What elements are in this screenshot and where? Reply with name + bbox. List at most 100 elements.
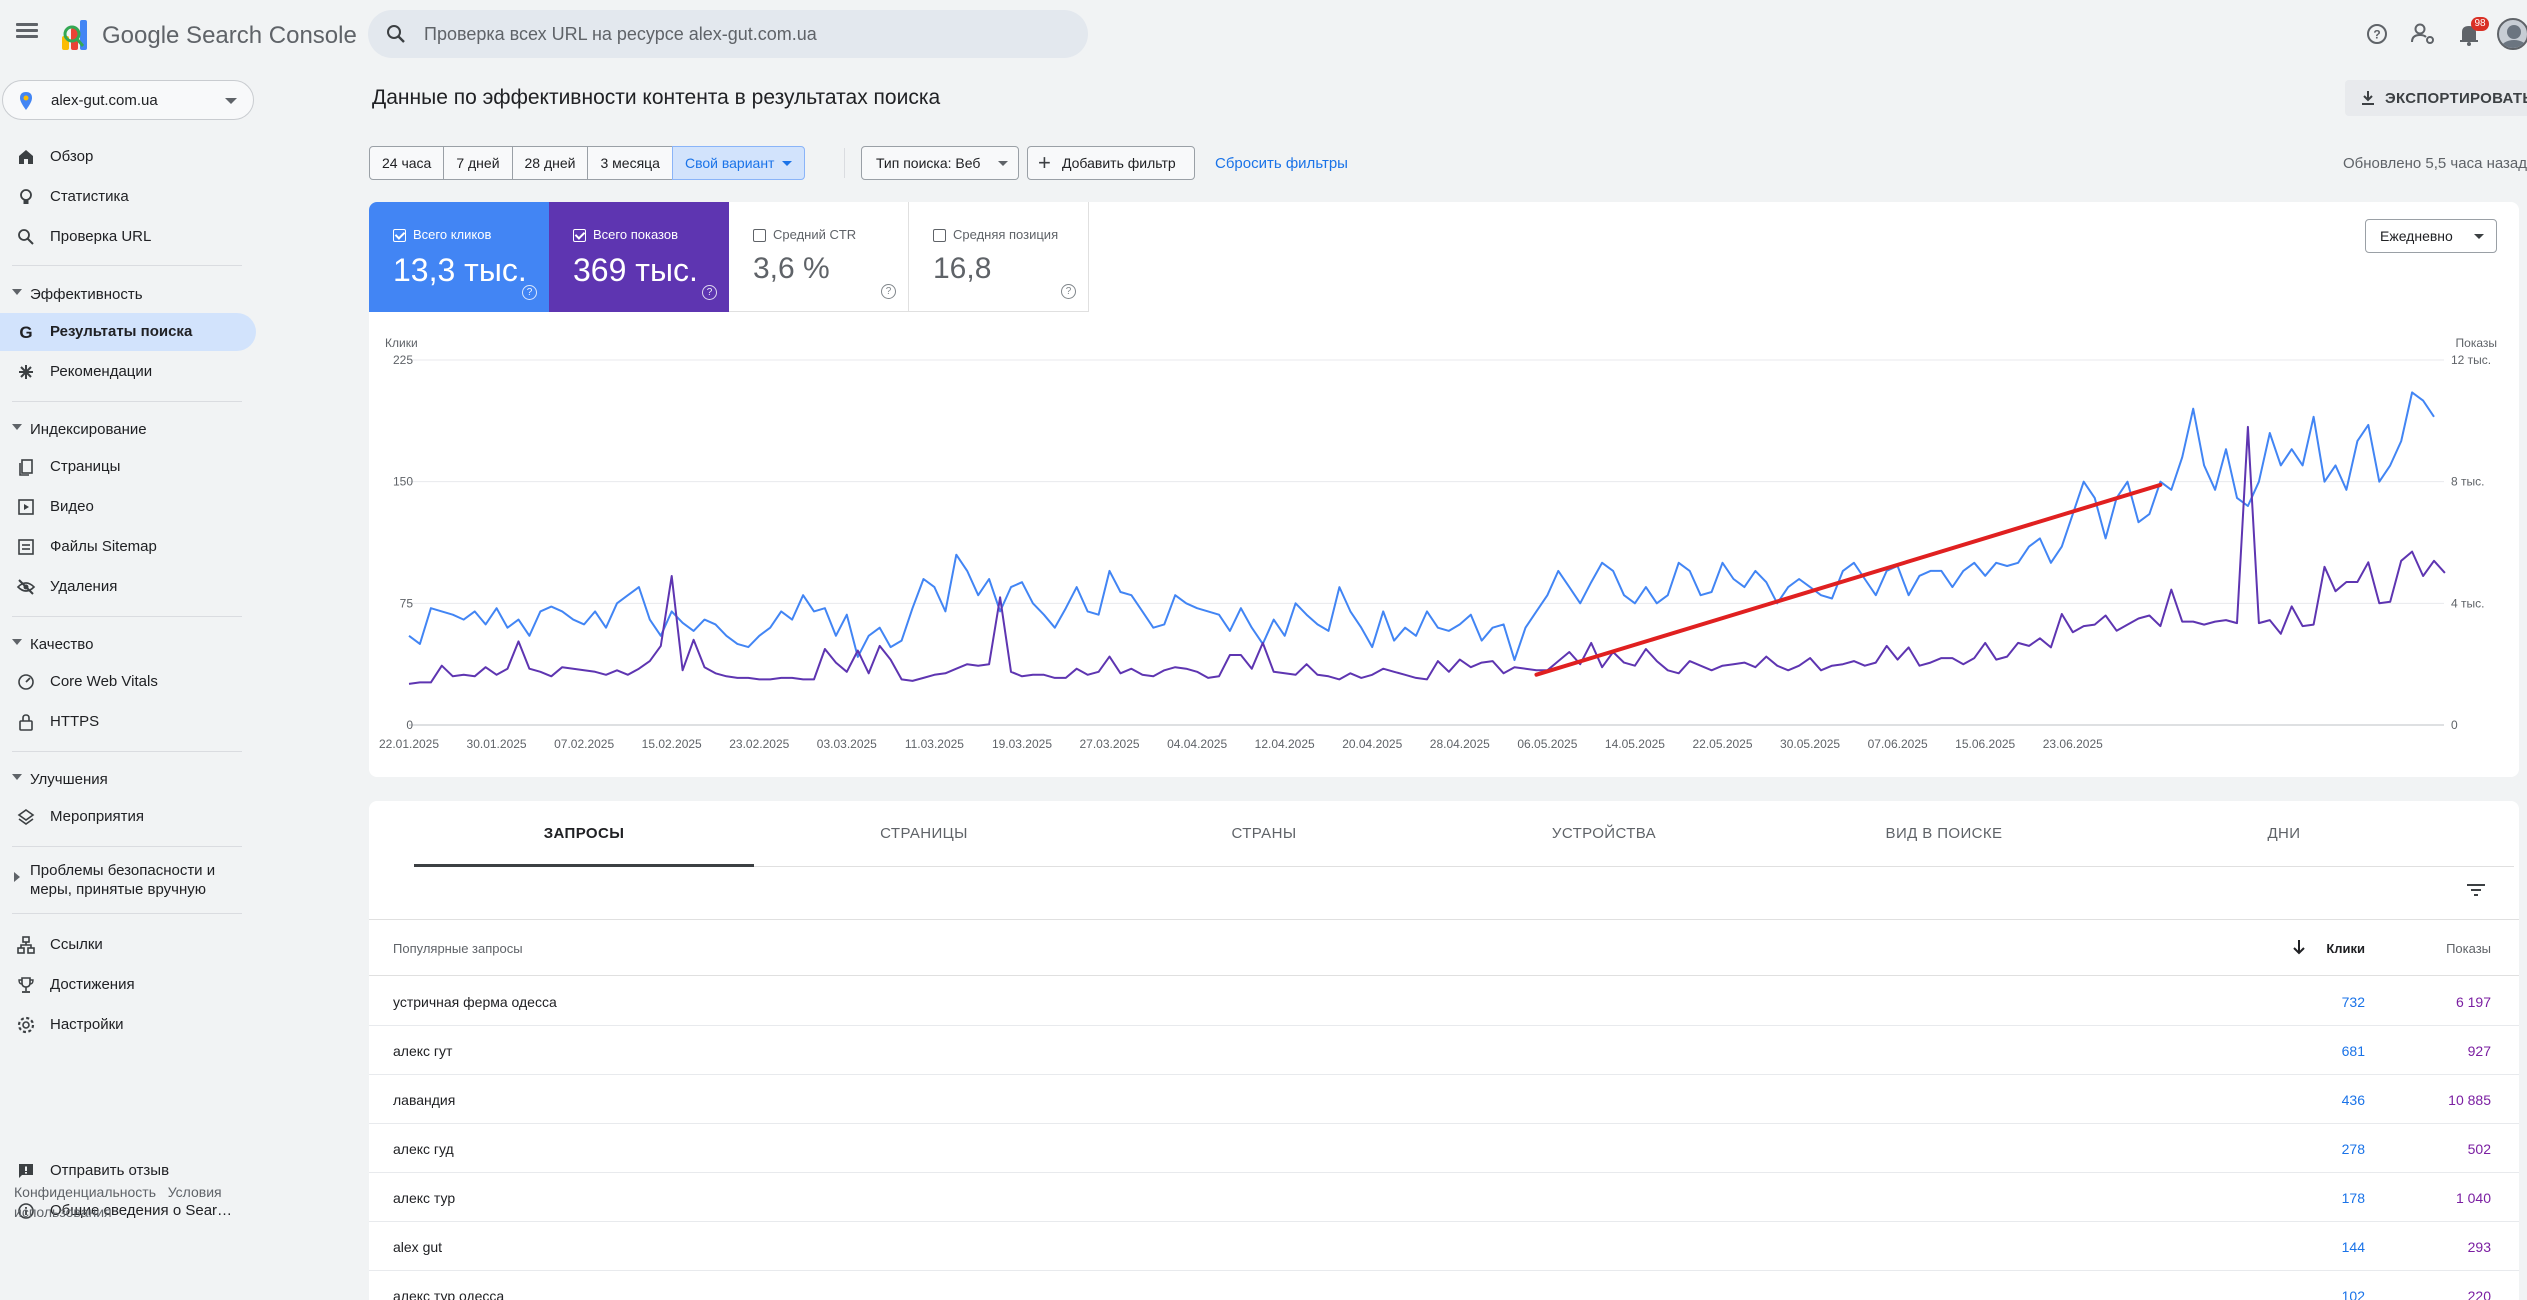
impressions-cell: 6 197	[2455, 994, 2491, 1010]
tab-days[interactable]: ДНИ	[2267, 825, 2301, 842]
sidebar-item-label: Удаления	[50, 578, 118, 595]
column-header-queries[interactable]: Популярные запросы	[393, 941, 523, 956]
help-icon[interactable]: ?	[522, 285, 537, 300]
range-24h[interactable]: 24 часа	[369, 146, 445, 180]
granularity-dropdown[interactable]: Ежедневно	[2365, 219, 2497, 253]
table-row[interactable]: алекс тур одесса 102 220	[369, 1271, 2519, 1300]
clicks-cell: 436	[2341, 1092, 2365, 1108]
sidebar-item-achievements[interactable]: Достижения	[0, 966, 256, 1004]
sidebar-section-enhancements[interactable]: Улучшения	[0, 763, 256, 793]
impressions-cell: 220	[2467, 1288, 2491, 1300]
checkbox-checked-icon	[393, 229, 406, 242]
avatar[interactable]	[2497, 18, 2527, 50]
impressions-cell: 927	[2467, 1043, 2491, 1059]
x-tick-label: 20.04.2025	[1342, 737, 1402, 751]
sidebar-section-indexing[interactable]: Индексирование	[0, 413, 256, 443]
sidebar-item-video[interactable]: Видео	[0, 488, 256, 526]
feedback-icon	[19, 1164, 33, 1178]
tab-pages[interactable]: СТРАНИЦЫ	[880, 825, 968, 842]
layers-icon	[17, 809, 35, 825]
tab-countries[interactable]: СТРАНЫ	[1231, 825, 1297, 842]
sidebar-divider	[12, 846, 242, 847]
sidebar-item-about[interactable]: Общие сведения о Sear…	[0, 1192, 256, 1230]
reset-filters-link[interactable]: Сбросить фильтры	[1215, 155, 1348, 172]
notification-count-badge: 98	[2471, 17, 2489, 31]
metric-total-clicks[interactable]: Всего кликов 13,3 тыс. ?	[369, 202, 549, 312]
metric-label: Всего кликов	[413, 227, 492, 242]
sidebar-item-core-web-vitals[interactable]: Core Web Vitals	[0, 663, 256, 701]
table-row[interactable]: алекс гут 681 927	[369, 1026, 2519, 1075]
property-selector[interactable]: alex-gut.com.ua	[2, 80, 254, 120]
filter-rows-icon[interactable]	[2463, 877, 2489, 903]
table-row[interactable]: alex gut 144 293	[369, 1222, 2519, 1271]
sidebar-item-search-results[interactable]: G Результаты поиска	[0, 313, 256, 351]
sidebar-item-url-inspection[interactable]: Проверка URL	[0, 218, 256, 256]
clicks-cell: 178	[2341, 1190, 2365, 1206]
section-label: Проблемы безопасности и меры, принятые в…	[30, 862, 216, 898]
app-title: Google Search Console	[102, 22, 357, 49]
sidebar-item-label: Core Web Vitals	[50, 673, 158, 690]
sidebar-item-settings[interactable]: Настройки	[0, 1006, 256, 1044]
export-button[interactable]: ЭКСПОРТИРОВАТЬ	[2345, 80, 2527, 116]
series-line-impressions	[408, 425, 2446, 685]
sidebar-item-sitemaps[interactable]: Файлы Sitemap	[0, 528, 256, 566]
export-label: ЭКСПОРТИРОВАТЬ	[2385, 90, 2527, 107]
x-tick-label: 28.04.2025	[1430, 737, 1490, 751]
sidebar-item-label: Настройки	[50, 1016, 124, 1033]
column-header-clicks[interactable]: Клики	[2326, 941, 2365, 956]
info-icon	[18, 1203, 34, 1219]
table-divider	[369, 919, 2519, 920]
main-menu-icon[interactable]	[14, 20, 40, 46]
section-label: Индексирование	[30, 421, 147, 438]
svg-text:G: G	[19, 323, 32, 342]
url-inspection-search[interactable]	[368, 10, 1088, 58]
help-icon[interactable]: ?	[702, 285, 717, 300]
sidebar-item-send-feedback[interactable]: Отправить отзыв	[0, 1152, 256, 1190]
sidebar-item-overview[interactable]: Обзор	[0, 138, 256, 176]
range-7d[interactable]: 7 дней	[443, 146, 513, 180]
help-icon[interactable]: ?	[1061, 284, 1076, 299]
url-inspection-input[interactable]	[424, 10, 1074, 58]
x-tick-label: 04.04.2025	[1167, 737, 1227, 751]
add-filter-button[interactable]: + Добавить фильтр	[1027, 146, 1195, 180]
x-tick-label: 12.04.2025	[1255, 737, 1315, 751]
table-row[interactable]: устричная ферма одесса 732 6 197	[369, 977, 2519, 1026]
search-icon	[18, 229, 34, 245]
privacy-link[interactable]: Конфиденциальность	[14, 1184, 157, 1200]
table-row[interactable]: алекс тур 178 1 040	[369, 1173, 2519, 1222]
sidebar-item-https[interactable]: HTTPS	[0, 703, 256, 741]
google-g-icon: G	[19, 323, 32, 342]
terms-link[interactable]: Условия использования	[14, 1184, 222, 1220]
y-left-tick-label: 0	[406, 718, 413, 732]
metric-average-ctr[interactable]: Средний CTR 3,6 % ?	[729, 202, 909, 312]
series-line-clicks	[408, 391, 2435, 662]
sidebar-item-removals[interactable]: Удаления	[0, 568, 256, 606]
sidebar-item-links[interactable]: Ссылки	[0, 926, 256, 964]
sidebar-item-recommendations[interactable]: Рекомендации	[0, 353, 256, 391]
metric-total-impressions[interactable]: Всего показов 369 тыс. ?	[549, 202, 729, 312]
tab-devices[interactable]: УСТРОЙСТВА	[1551, 825, 1657, 842]
table-row[interactable]: лавандия 436 10 885	[369, 1075, 2519, 1124]
help-icon[interactable]: ?	[2357, 14, 2397, 54]
metric-average-position[interactable]: Средняя позиция 16,8 ?	[909, 202, 1089, 312]
search-type-filter[interactable]: Тип поиска: Веб	[861, 146, 1019, 180]
range-3m[interactable]: 3 месяца	[587, 146, 673, 180]
sidebar-item-events[interactable]: Мероприятия	[0, 798, 256, 836]
notifications-button[interactable]: 98	[2449, 14, 2489, 54]
sidebar-item-pages[interactable]: Страницы	[0, 448, 256, 486]
table-row[interactable]: алекс гуд 278 502	[369, 1124, 2519, 1173]
column-header-impressions[interactable]: Показы	[2446, 941, 2491, 956]
y-left-axis-label: Клики	[385, 336, 418, 350]
range-custom[interactable]: Свой вариант	[671, 146, 806, 180]
sort-descending-icon[interactable]	[2291, 938, 2307, 956]
sidebar-section-security[interactable]: Проблемы безопасности и меры, принятые в…	[0, 854, 256, 900]
sidebar-section-quality[interactable]: Качество	[0, 628, 256, 658]
range-28d[interactable]: 28 дней	[511, 146, 589, 180]
tab-search-appearance[interactable]: ВИД В ПОИСКЕ	[1885, 825, 2003, 842]
x-tick-label: 07.02.2025	[554, 737, 614, 751]
sidebar-item-insights[interactable]: Статистика	[0, 178, 256, 216]
help-icon[interactable]: ?	[881, 284, 896, 299]
manage-users-icon[interactable]	[2403, 14, 2443, 54]
tab-queries[interactable]: ЗАПРОСЫ	[414, 801, 754, 867]
sidebar-section-performance[interactable]: Эффективность	[0, 278, 256, 308]
